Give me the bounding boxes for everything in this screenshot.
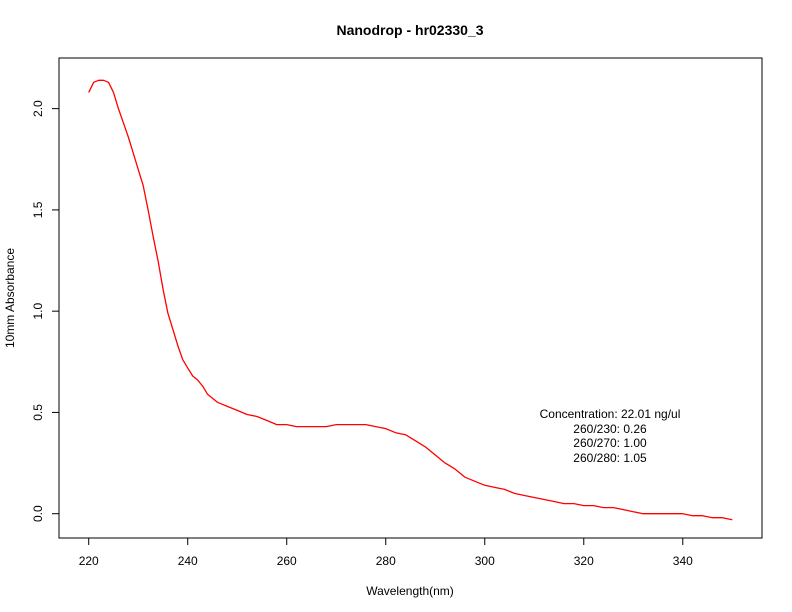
series-layer	[88, 79, 733, 521]
y-axis-label: 10mm Absorbance	[3, 248, 17, 348]
x-tick-label: 340	[673, 554, 693, 568]
y-tick-label: 0.0	[31, 505, 45, 522]
y-axis: 0.0 0.5 1.0 1.5 2.0	[31, 100, 59, 522]
annotation-block: Concentration: 22.01 ng/ul 260/230: 0.26…	[540, 407, 681, 465]
x-tick-label: 220	[79, 554, 99, 568]
chart-title: Nanodrop - hr02330_3	[336, 22, 483, 38]
ratio-260-270-annotation: 260/270: 1.00	[573, 436, 647, 450]
y-tick-label: 0.5	[31, 404, 45, 421]
x-axis-label: Wavelength(nm)	[366, 584, 454, 598]
x-tick-label: 260	[277, 554, 297, 568]
ratio-260-230-annotation: 260/230: 0.26	[573, 422, 647, 436]
ratio-260-280-annotation: 260/280: 1.05	[573, 451, 647, 465]
x-tick-label: 300	[475, 554, 495, 568]
y-tick-label: 1.5	[31, 201, 45, 218]
x-axis: 220 240 260 280 300 320 340	[79, 538, 693, 568]
x-tick-label: 320	[574, 554, 594, 568]
concentration-annotation: Concentration: 22.01 ng/ul	[540, 407, 681, 421]
x-tick-label: 280	[376, 554, 396, 568]
x-tick-label: 240	[178, 554, 198, 568]
y-tick-label: 1.0	[31, 303, 45, 320]
absorbance-series-line	[88, 79, 733, 521]
plot-frame	[58, 57, 763, 539]
y-tick-label: 2.0	[31, 100, 45, 117]
